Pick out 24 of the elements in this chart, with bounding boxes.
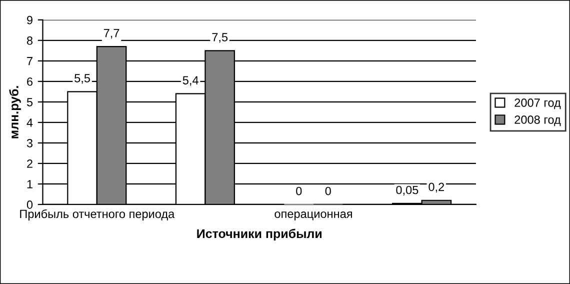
y-tick-label: 1 bbox=[27, 180, 32, 188]
y-axis-title: млн.руб. bbox=[9, 86, 21, 138]
data-label: 0 bbox=[325, 186, 331, 196]
legend-label: 2008 год bbox=[514, 116, 561, 126]
x-tick-label: Прибыль отчетного периода bbox=[20, 209, 175, 220]
y-tick-label: 2 bbox=[27, 159, 32, 168]
data-label: 0,05 bbox=[396, 186, 418, 196]
y-tick-label: 7 bbox=[27, 57, 32, 66]
data-label: 0,2 bbox=[428, 182, 444, 192]
data-label: 0 bbox=[296, 186, 302, 196]
data-label: 7,5 bbox=[212, 33, 228, 43]
y-tick-label: 0 bbox=[26, 200, 33, 209]
y-tick-label: 9 bbox=[27, 16, 32, 24]
data-label: 5,4 bbox=[182, 76, 198, 86]
data-label: 7,7 bbox=[104, 29, 120, 39]
y-tick-label: 6 bbox=[27, 77, 33, 86]
data-label: 5,5 bbox=[74, 74, 90, 84]
x-axis-title: Источники прибыли bbox=[197, 228, 322, 241]
y-tick-label: 4 bbox=[26, 118, 33, 127]
legend-label: 2007 год bbox=[514, 98, 561, 110]
y-tick-label: 5 bbox=[26, 98, 33, 106]
y-tick-label: 8 bbox=[26, 36, 33, 45]
x-tick-label: операционная bbox=[274, 212, 352, 220]
y-tick-label: 3 bbox=[26, 138, 33, 148]
